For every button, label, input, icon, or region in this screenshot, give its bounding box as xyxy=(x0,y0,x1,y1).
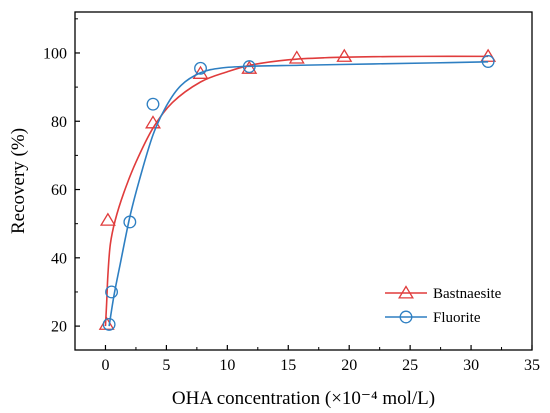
x-axis-title: OHA concentration (×10⁻⁴ mol/L) xyxy=(172,388,435,409)
fluorite-data-point xyxy=(123,215,137,229)
bastnaesite-data-point xyxy=(288,50,305,64)
fluorite-data-point xyxy=(102,317,116,331)
legend-label: Fluorite xyxy=(433,310,481,326)
y-tick-label: 20 xyxy=(51,319,67,336)
bastnaesite-data-point xyxy=(336,48,353,62)
x-tick-label: 25 xyxy=(402,357,418,374)
bastnaesite-data-point xyxy=(241,60,258,74)
x-tick-label: 5 xyxy=(162,357,170,374)
x-tick-label: 30 xyxy=(463,357,479,374)
bastnaesite-fit-line xyxy=(104,55,489,327)
fluorite-data-point xyxy=(242,60,256,74)
bastnaesite-data-point xyxy=(145,115,161,129)
x-tick-label: 15 xyxy=(280,357,296,374)
plot-border xyxy=(74,11,533,351)
fluorite-data-point xyxy=(194,61,207,75)
y-tick-label: 40 xyxy=(51,250,67,267)
bastnaesite-data-point xyxy=(99,212,116,226)
x-tick-label: 0 xyxy=(101,357,109,374)
series-layer xyxy=(98,48,497,331)
legend-marker xyxy=(398,285,414,299)
bastnaesite-data-point xyxy=(480,48,497,62)
x-tick-label: 20 xyxy=(341,357,357,374)
legend: Bastnaesite Fluorite xyxy=(385,285,502,326)
y-axis-ticks: 20 40 60 80 100 xyxy=(43,18,80,336)
fluorite-data-point xyxy=(481,55,495,68)
legend-item-fluorite: Fluorite xyxy=(385,310,481,326)
legend-item-bastnaesite: Bastnaesite xyxy=(385,285,502,302)
y-tick-label: 100 xyxy=(43,45,67,62)
x-axis-ticks: 0 5 10 15 20 25 30 35 xyxy=(101,345,540,374)
fluorite-data-point xyxy=(105,285,119,299)
legend-marker xyxy=(399,310,413,324)
y-tick-label: 80 xyxy=(51,114,67,131)
fluorite-fit-line xyxy=(108,61,489,327)
y-axis-title: Recovery (%) xyxy=(8,128,29,234)
plot-frame xyxy=(74,11,533,351)
y-tick-label: 60 xyxy=(51,182,67,199)
fluorite-data-point xyxy=(146,97,160,111)
series-fluorite xyxy=(102,55,495,331)
legend-label: Bastnaesite xyxy=(433,286,502,302)
x-tick-label: 35 xyxy=(524,357,540,374)
x-tick-label: 10 xyxy=(219,357,235,374)
